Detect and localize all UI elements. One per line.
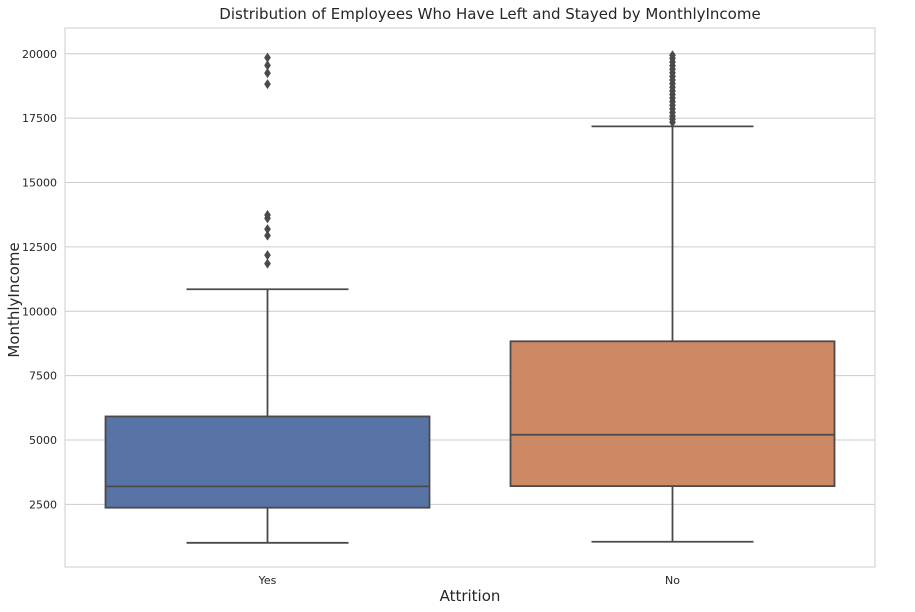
x-tick-labels: Yes No: [258, 574, 681, 587]
y-tick-label-5000: 5000: [29, 434, 57, 447]
x-tick-label-no: No: [665, 574, 680, 587]
outlier-point: [264, 250, 271, 261]
box-yes: [104, 52, 431, 544]
y-tick-label-17500: 17500: [22, 112, 57, 125]
y-axis-label: MonthlyIncome: [5, 242, 23, 357]
iqr-box: [104, 415, 431, 509]
plot-frame: [64, 27, 876, 568]
box-no: [509, 50, 836, 543]
y-tick-label-7500: 7500: [29, 370, 57, 383]
iqr-box: [509, 340, 836, 488]
outlier-point: [669, 50, 676, 61]
outlier-point: [264, 60, 271, 71]
y-tick-label-15000: 15000: [22, 177, 57, 190]
outlier-point: [264, 52, 271, 63]
x-axis-label: Attrition: [440, 587, 501, 605]
outlier-point: [264, 209, 271, 221]
y-tick-labels: 2500 5000 7500 10000 12500 15000 17500 20000: [22, 48, 57, 512]
outlier-point: [264, 258, 271, 269]
outlier-point: [264, 79, 271, 90]
y-tick-label-2500: 2500: [29, 498, 57, 511]
boxes: [104, 50, 836, 544]
chart-title: Distribution of Employees Who Have Left …: [219, 5, 760, 23]
outlier-point: [264, 224, 271, 235]
y-tick-label-20000: 20000: [22, 48, 57, 61]
y-tick-label-10000: 10000: [22, 305, 57, 318]
outlier-point: [264, 230, 271, 241]
outlier-point: [264, 68, 271, 79]
x-tick-label-yes: Yes: [258, 574, 277, 587]
y-tick-label-12500: 12500: [22, 241, 57, 254]
